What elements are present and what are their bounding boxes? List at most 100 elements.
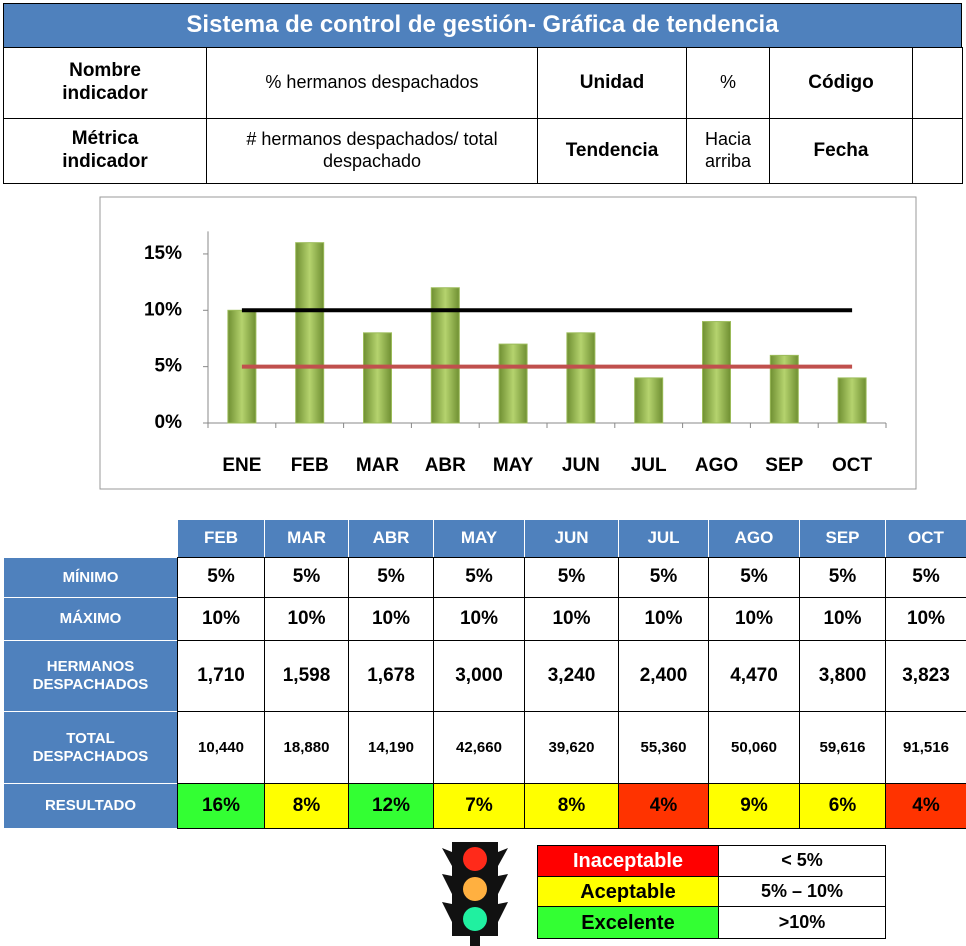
x-tick-label: MAR bbox=[356, 455, 400, 476]
header-cell: % hermanos despachados bbox=[206, 47, 538, 119]
header-cell: # hermanos despachados/ total despachado bbox=[206, 118, 538, 184]
table-cell: 5% bbox=[524, 557, 619, 598]
column-header-text: FEB bbox=[204, 528, 238, 548]
table-cell: 10% bbox=[708, 597, 800, 641]
header-cell-text: Código bbox=[808, 71, 874, 93]
table-cell-text: 5% bbox=[377, 566, 405, 588]
table-cell: 5% bbox=[799, 557, 886, 598]
row-header: MÍNIMO bbox=[3, 557, 178, 598]
x-tick-label: JUN bbox=[562, 455, 600, 476]
header-cell-text: % bbox=[719, 72, 736, 93]
table-cell: 10,440 bbox=[177, 711, 265, 784]
x-tick-label: SEP bbox=[765, 455, 803, 476]
x-tick-label: JUL bbox=[631, 455, 667, 476]
header-cell-text: Hacia arriba bbox=[704, 129, 752, 171]
column-header-text: JUL bbox=[647, 528, 680, 548]
table-cell-text: 91,516 bbox=[903, 738, 949, 756]
header-cell-text: Métrica indicador bbox=[62, 128, 148, 172]
header-cell: % bbox=[686, 47, 770, 119]
table-cell: 5% bbox=[885, 557, 966, 598]
traffic-light bbox=[442, 842, 508, 946]
header-cell-text: # hermanos despachados/ total despachado bbox=[246, 129, 498, 171]
x-tick-label: ENE bbox=[222, 455, 261, 476]
column-header: JUN bbox=[524, 519, 619, 558]
table-cell: 3,823 bbox=[885, 640, 966, 712]
bar bbox=[430, 287, 460, 424]
header-cell: Código bbox=[769, 47, 913, 119]
table-cell-text: 10% bbox=[459, 607, 499, 629]
row-header-text: TOTAL DESPACHADOS bbox=[32, 729, 149, 765]
bar bbox=[702, 321, 731, 424]
empty-cell bbox=[912, 47, 963, 119]
table-cell-text: 4% bbox=[649, 794, 678, 816]
table-cell: 9% bbox=[708, 783, 800, 829]
table-cell: 8% bbox=[524, 783, 619, 829]
table-cell-text: 59,616 bbox=[819, 738, 866, 756]
table-cell: 1,598 bbox=[264, 640, 349, 712]
table-cell: 50,060 bbox=[708, 711, 800, 784]
legend-label: Aceptable bbox=[537, 876, 719, 907]
table-cell-text: 4% bbox=[912, 794, 940, 816]
table-cell-text: 3,823 bbox=[902, 664, 950, 686]
table-cell: 42,660 bbox=[433, 711, 525, 784]
table-cell-text: 2,400 bbox=[639, 664, 688, 686]
table-cell: 10% bbox=[433, 597, 525, 641]
legend-range-text: 5% – 10% bbox=[760, 880, 844, 901]
column-header: FEB bbox=[177, 519, 265, 558]
table-cell: 10% bbox=[799, 597, 886, 641]
column-header-text: ABR bbox=[372, 528, 410, 548]
table-cell-text: 7% bbox=[465, 794, 493, 816]
legend-label: Excelente bbox=[537, 906, 719, 939]
x-tick-label: MAY bbox=[493, 455, 534, 476]
table-cell: 55,360 bbox=[618, 711, 709, 784]
header-cell-text: % hermanos despachados bbox=[265, 72, 479, 93]
table-cell: 91,516 bbox=[885, 711, 966, 784]
table-cell: 59,616 bbox=[799, 711, 886, 784]
header-cell: Hacia arriba bbox=[686, 118, 770, 184]
row-header-text: HERMANOS DESPACHADOS bbox=[32, 658, 149, 693]
table-cell: 7% bbox=[433, 783, 525, 829]
table-cell: 6% bbox=[799, 783, 886, 829]
x-tick-label: FEB bbox=[291, 455, 329, 476]
legend-label-text: Inaceptable bbox=[572, 850, 684, 872]
table-cell-text: 1,710 bbox=[197, 664, 245, 686]
table-cell: 10% bbox=[618, 597, 709, 641]
table-cell-text: 10% bbox=[552, 607, 591, 629]
row-header-text: RESULTADO bbox=[44, 797, 137, 814]
header-cell-text: Unidad bbox=[579, 71, 645, 93]
column-header-text: SEP bbox=[825, 528, 860, 548]
bar bbox=[295, 242, 325, 424]
column-header: SEP bbox=[799, 519, 886, 558]
table-cell-text: 10% bbox=[371, 607, 411, 629]
table-cell-text: 4,470 bbox=[730, 664, 778, 686]
bar bbox=[566, 332, 596, 424]
column-header-text: AGO bbox=[734, 528, 774, 548]
header-cell: Unidad bbox=[537, 47, 687, 119]
header-title: Sistema de control de gestión- Gráfica d… bbox=[3, 3, 962, 48]
table-cell: 18,880 bbox=[264, 711, 349, 784]
row-header-text: MÁXIMO bbox=[59, 610, 122, 627]
empty-cell bbox=[912, 118, 963, 184]
table-cell-text: 1,598 bbox=[282, 664, 331, 686]
row-header: HERMANOS DESPACHADOS bbox=[3, 640, 178, 712]
table-cell: 2,400 bbox=[618, 640, 709, 712]
table-cell: 4% bbox=[618, 783, 709, 829]
table-cell: 3,800 bbox=[799, 640, 886, 712]
table-cell-text: 10% bbox=[201, 607, 241, 629]
table-cell-text: 5% bbox=[292, 566, 321, 588]
table-cell: 5% bbox=[618, 557, 709, 598]
table-cell-text: 5% bbox=[465, 566, 493, 588]
column-header: MAY bbox=[433, 519, 525, 558]
column-header-text: OCT bbox=[908, 528, 944, 548]
table-cell-text: 10% bbox=[644, 607, 683, 629]
table-cell-text: 50,060 bbox=[731, 738, 777, 756]
table-cell: 4,470 bbox=[708, 640, 800, 712]
table-cell-text: 18,880 bbox=[283, 738, 330, 756]
legend-range-text: >10% bbox=[778, 911, 826, 932]
table-cell-text: 3,000 bbox=[455, 664, 503, 686]
table-cell-text: 5% bbox=[649, 566, 678, 588]
table-cell: 5% bbox=[708, 557, 800, 598]
column-header: MAR bbox=[264, 519, 349, 558]
table-cell-text: 8% bbox=[292, 794, 321, 816]
